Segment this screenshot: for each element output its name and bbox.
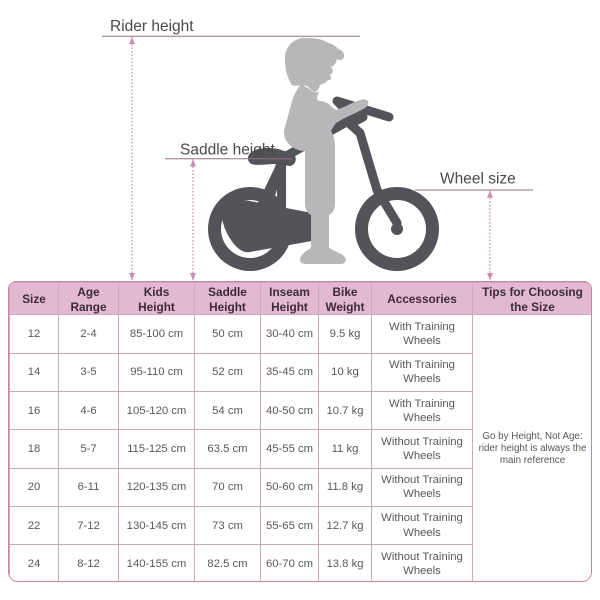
svg-text:Wheel size: Wheel size [440, 171, 516, 188]
svg-text:Rider height: Rider height [110, 18, 194, 35]
svg-text:Saddle height: Saddle height [180, 142, 275, 159]
